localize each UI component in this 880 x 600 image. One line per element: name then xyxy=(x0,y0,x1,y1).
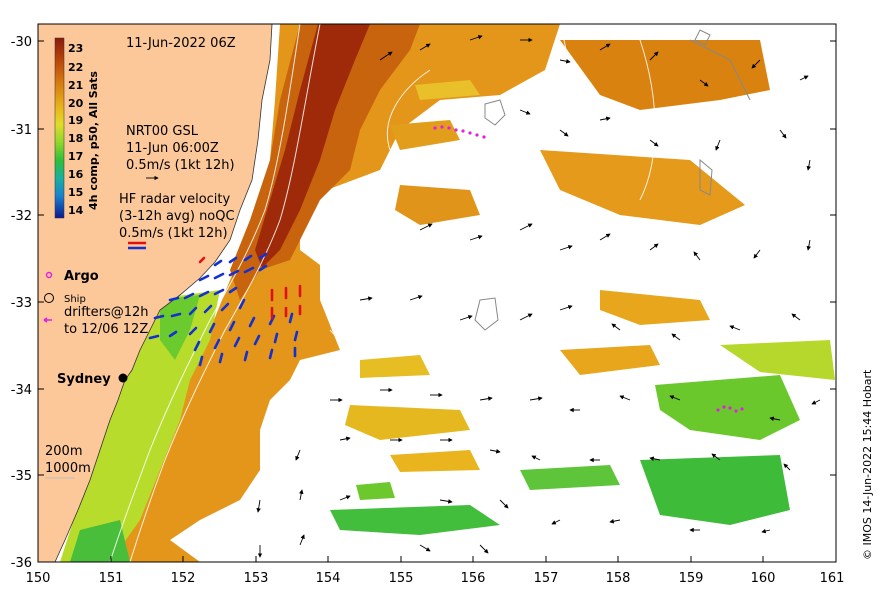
sst-patch-e xyxy=(600,290,710,325)
colorbar-tick: 19 xyxy=(68,114,83,127)
x-tick: 157 xyxy=(534,571,559,586)
hf-radar-arrows xyxy=(148,252,302,367)
gsl-time: 11-Jun 06:00Z xyxy=(126,141,219,156)
sst-green-se2 xyxy=(640,455,790,525)
sst-green-se xyxy=(655,375,800,440)
colorbar-tick: 20 xyxy=(68,97,84,110)
sst-patch-e3 xyxy=(360,355,430,378)
gsl-scale: 0.5m/s (1kt 12h) xyxy=(126,158,235,173)
argo-track xyxy=(433,125,744,413)
plot-area xyxy=(38,24,836,562)
drifter-symbol xyxy=(43,317,52,323)
argo-label: Argo xyxy=(64,269,99,284)
hf-sub: (3-12h avg) noQC xyxy=(119,209,235,224)
legend: NRT00 GSL 11-Jun 06:00Z 0.5m/s (1kt 12h)… xyxy=(43,124,235,479)
colorbar: 23 22 21 20 19 18 17 16 15 14 4h comp, p… xyxy=(54,37,100,219)
sst-patch-mid xyxy=(395,185,480,225)
sst-green-s3 xyxy=(356,482,395,500)
hf-title: HF radar velocity xyxy=(119,192,231,207)
y-tick: -33 xyxy=(11,296,32,311)
x-tick: 151 xyxy=(99,571,124,586)
hf-blue-arrows xyxy=(148,252,299,367)
sst-patch-n xyxy=(415,80,480,100)
contour-200m: 200m xyxy=(45,444,82,459)
sst-coastal-green3 xyxy=(70,520,130,562)
colorbar-tick: 17 xyxy=(68,150,83,163)
colorbar-tick: 15 xyxy=(68,186,83,199)
x-axis: 150 151 152 153 154 155 156 157 158 159 … xyxy=(26,571,845,586)
plot-frame xyxy=(37,23,837,563)
bathy-contours xyxy=(109,24,656,562)
sst-patch-s2 xyxy=(390,450,480,472)
y-tick: -32 xyxy=(11,209,32,224)
sydney-label: Sydney xyxy=(57,372,111,387)
land-mass xyxy=(38,24,273,562)
x-tick: 159 xyxy=(679,571,704,586)
x-tick: 153 xyxy=(244,571,269,586)
x-tick: 152 xyxy=(171,571,196,586)
drifters-line-2: to 12/06 12Z xyxy=(64,322,148,337)
colorbar-title: 4h comp, p50, All Sats xyxy=(87,71,100,210)
y-axis: -30 -31 -32 -33 -34 -35 -36 xyxy=(11,35,32,571)
y-tick: -31 xyxy=(11,123,32,138)
y-tick: -30 xyxy=(11,35,32,50)
colorbar-tick: 14 xyxy=(68,204,84,217)
hf-scale: 0.5m/s (1kt 12h) xyxy=(119,226,228,241)
sst-green-s xyxy=(330,505,500,535)
gsl-title: NRT00 GSL xyxy=(126,124,199,139)
colorbar-tick: 22 xyxy=(68,61,83,74)
date-title: 11-Jun-2022 06Z xyxy=(126,36,236,51)
x-tick: 156 xyxy=(461,571,486,586)
hf-red-arrows xyxy=(198,256,302,320)
sst-green-s2 xyxy=(520,465,620,490)
colorbar-tick: 21 xyxy=(68,79,83,92)
credit-text: © IMOS 14-Jun-2022 15:44 Hobart xyxy=(861,369,874,560)
colorbar-tick: 18 xyxy=(68,132,83,145)
ship-label: Ship xyxy=(64,294,86,305)
x-tick: 160 xyxy=(751,571,776,586)
ship-symbol xyxy=(44,293,54,303)
y-tick: -36 xyxy=(11,556,32,571)
contour-1000m: 1000m xyxy=(45,461,91,476)
argo-symbol xyxy=(45,271,53,279)
x-tick: 150 xyxy=(26,571,51,586)
sst-coastal-green2 xyxy=(160,295,200,360)
y-tick: -35 xyxy=(11,469,32,484)
axis-tick-marks xyxy=(37,40,837,563)
y-tick: -34 xyxy=(11,383,32,398)
colorbar-tick: 16 xyxy=(68,168,84,181)
x-tick: 158 xyxy=(606,571,631,586)
sst-coastal-green xyxy=(60,290,220,562)
colorbar-tick: 23 xyxy=(68,42,83,55)
sst-patch-s xyxy=(345,405,470,440)
gsl-arrows xyxy=(256,35,821,558)
x-tick: 155 xyxy=(389,571,414,586)
grey-contours xyxy=(474,29,751,331)
sst-mid-region xyxy=(120,24,560,562)
x-tick: 154 xyxy=(316,571,341,586)
colorbar-scale xyxy=(54,37,65,219)
sst-patch-ne xyxy=(560,40,770,110)
sst-patch-e2 xyxy=(560,345,660,375)
sst-green-mid xyxy=(720,340,835,380)
drifters-line-1: drifters@12h xyxy=(64,305,149,320)
sst-patch-ne2 xyxy=(540,150,745,225)
x-tick: 161 xyxy=(820,571,845,586)
sydney-marker xyxy=(118,373,128,383)
